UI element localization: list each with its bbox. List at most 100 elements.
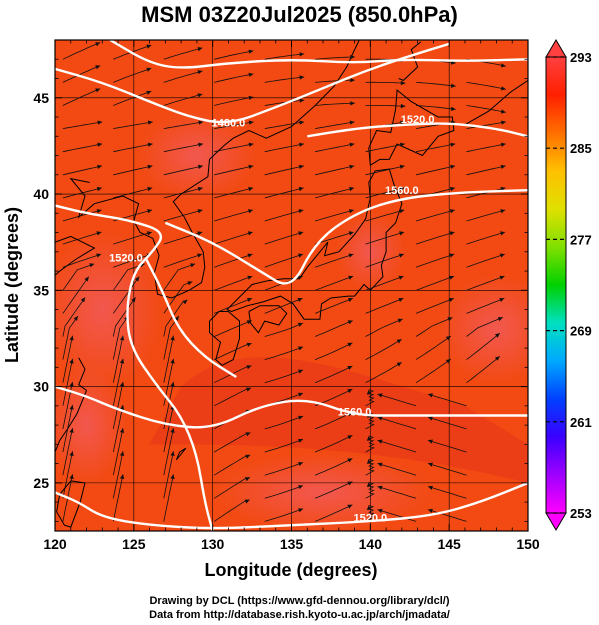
streamline bbox=[377, 416, 417, 430]
streamline-arrow bbox=[147, 186, 153, 192]
streamline bbox=[466, 187, 506, 199]
streamline bbox=[62, 209, 102, 222]
streamline-arrow bbox=[69, 335, 74, 341]
streamline-arrow bbox=[299, 75, 305, 80]
streamline-arrow bbox=[147, 164, 153, 169]
streamline bbox=[112, 381, 124, 429]
colorbar-tick-label: 293 bbox=[570, 50, 592, 65]
streamline bbox=[315, 143, 355, 153]
streamline bbox=[62, 253, 102, 268]
streamline bbox=[264, 346, 304, 360]
streamline-arrow bbox=[134, 276, 140, 282]
streamline-arrow bbox=[396, 362, 402, 367]
streamline-arrow bbox=[246, 342, 252, 347]
streamline bbox=[466, 275, 505, 291]
streamline-arrow bbox=[146, 231, 152, 236]
contour-1520-north bbox=[109, 40, 528, 69]
colorbar-tick-label: 269 bbox=[570, 324, 592, 339]
streamline-arrow bbox=[170, 381, 175, 387]
streamline bbox=[214, 231, 253, 245]
streamline bbox=[416, 105, 456, 110]
streamline bbox=[214, 121, 254, 129]
streamline bbox=[163, 335, 174, 383]
streamline-arrow bbox=[80, 297, 86, 303]
streamline bbox=[415, 297, 454, 314]
streamline bbox=[365, 338, 402, 360]
streamline bbox=[62, 165, 102, 176]
streamline bbox=[314, 297, 354, 314]
streamline-arrow bbox=[298, 415, 303, 420]
streamline-arrow bbox=[245, 432, 251, 437]
streamline bbox=[62, 65, 101, 83]
streamline bbox=[62, 276, 90, 314]
streamline-arrow bbox=[147, 209, 152, 214]
streamline-arrow bbox=[244, 499, 250, 504]
streamline bbox=[264, 76, 305, 83]
streamline bbox=[365, 362, 402, 384]
streamline bbox=[264, 53, 305, 60]
streamline bbox=[415, 358, 452, 384]
streamline-arrow bbox=[131, 297, 136, 303]
streamline-arrow bbox=[377, 462, 383, 467]
colorbar-tick-label: 285 bbox=[570, 141, 592, 156]
streamline-arrow bbox=[69, 405, 74, 410]
streamline-arrow bbox=[147, 142, 153, 147]
streamline bbox=[213, 432, 251, 453]
streamline bbox=[427, 509, 467, 522]
streamline bbox=[315, 56, 355, 60]
streamline bbox=[427, 439, 467, 453]
contour-1480 bbox=[55, 42, 450, 124]
streamline-arrow bbox=[298, 186, 304, 192]
streamline-arrow bbox=[299, 52, 305, 57]
contour-1520-west bbox=[55, 204, 214, 531]
streamline bbox=[214, 253, 253, 268]
streamline-arrow bbox=[96, 186, 102, 192]
streamline-arrow bbox=[428, 508, 433, 513]
korea-coast bbox=[152, 145, 225, 299]
contour-label: 1560.0 bbox=[338, 406, 372, 418]
streamline-arrow bbox=[298, 508, 303, 513]
streamline-arrow bbox=[450, 106, 456, 111]
streamline-arrow bbox=[347, 458, 353, 463]
streamline-arrow bbox=[198, 142, 203, 147]
streamline-arrow bbox=[347, 389, 353, 394]
colorbar-tick-label: 253 bbox=[570, 506, 592, 521]
streamline-arrow bbox=[500, 164, 506, 169]
streamline-arrow bbox=[299, 98, 305, 103]
y-tick-label: 30 bbox=[33, 379, 49, 395]
streamline-arrow bbox=[170, 358, 175, 364]
x-tick-label: 130 bbox=[201, 536, 225, 552]
streamline-arrow bbox=[119, 381, 125, 387]
streamline bbox=[62, 231, 102, 245]
streamline bbox=[214, 187, 254, 199]
streamline-arrow bbox=[449, 253, 455, 258]
streamline bbox=[365, 435, 375, 453]
streamline-arrow bbox=[297, 322, 303, 327]
streamline bbox=[365, 253, 405, 268]
streamline bbox=[163, 121, 204, 129]
streamline-arrow bbox=[146, 44, 152, 49]
credit-data-source: Data from http://database.rish.kyoto-u.a… bbox=[149, 609, 450, 621]
streamline-arrow bbox=[248, 142, 254, 147]
streamline-arrow bbox=[347, 342, 353, 347]
streamline-arrow bbox=[400, 103, 406, 109]
streamline-arrow bbox=[190, 263, 196, 268]
streamline bbox=[427, 416, 467, 430]
streamline bbox=[62, 315, 79, 360]
streamline bbox=[62, 404, 73, 453]
contour-labels: 1480.0 1520.0 1560.0 1520.0 1560.0 1520.0 bbox=[109, 114, 434, 525]
streamline bbox=[113, 121, 153, 129]
streamline bbox=[264, 231, 304, 245]
streamline-arrow bbox=[348, 253, 354, 258]
streamline-arrow bbox=[450, 186, 455, 192]
streamline-arrow bbox=[119, 335, 125, 341]
warm-region bbox=[136, 110, 257, 201]
streamline bbox=[113, 187, 153, 199]
streamline bbox=[214, 387, 252, 407]
streamline bbox=[365, 231, 405, 245]
streamline-arrow bbox=[96, 231, 102, 236]
y-tick-label: 25 bbox=[33, 475, 49, 491]
streamline-arrow bbox=[174, 316, 179, 321]
x-tick-label: 150 bbox=[516, 536, 540, 552]
streamline bbox=[314, 411, 353, 430]
